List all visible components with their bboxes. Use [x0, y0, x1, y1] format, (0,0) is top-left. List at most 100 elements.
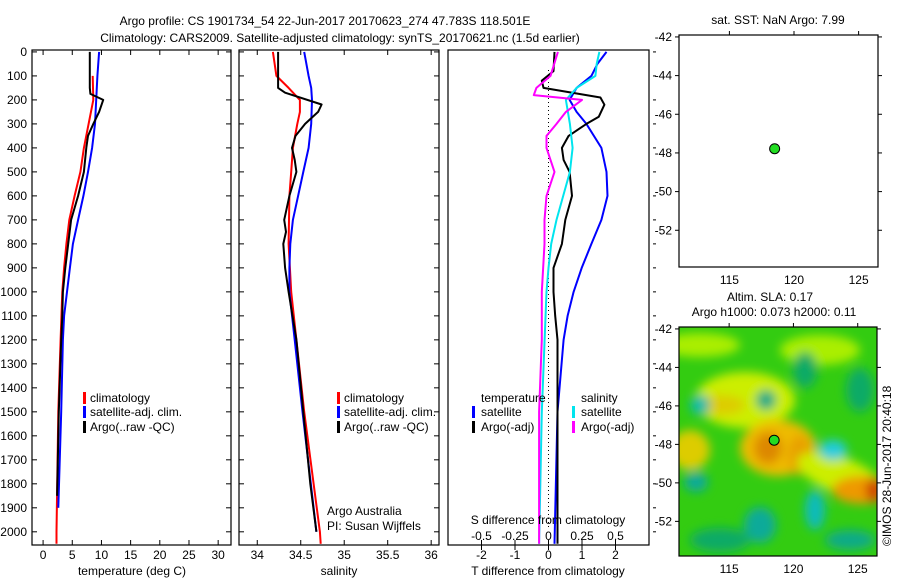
x-tick-label: 35	[338, 548, 352, 562]
lat-tick-label: -50	[655, 476, 673, 490]
y-tick-label: 900	[7, 261, 27, 275]
lon-tick-label: 115	[720, 273, 739, 287]
legend-label: climatology	[90, 391, 150, 405]
legend-label: satellite	[581, 405, 622, 419]
legend-marker-argo	[83, 421, 86, 433]
series-line-satellite-adj-clim-	[57, 51, 101, 508]
y-tick-label: 1400	[0, 381, 27, 395]
x2-tick-label: 0.5	[607, 529, 624, 543]
lat-tick-label: -42	[655, 30, 673, 44]
title-line-1: Argo profile: CS 1901734_54 22-Jun-2017 …	[120, 14, 531, 28]
x-tick-label: 35.5	[376, 548, 400, 562]
x-tick-label: 30	[211, 548, 225, 562]
legend-label: Argo(..raw -QC)	[344, 420, 429, 434]
panel-frame	[238, 49, 440, 546]
x-tick-label: 5	[69, 548, 76, 562]
y-tick-label: 2000	[0, 525, 27, 539]
difference-panel: -2 -1 0 1 2 -0.5 -0.25 0 0.25 0.5	[447, 49, 656, 562]
map-frame	[678, 326, 878, 557]
x-tick-label: 25	[182, 548, 196, 562]
y-tick-label: 1900	[0, 501, 27, 515]
x2-tick-label: -0.25	[501, 529, 529, 543]
temperature-legend: climatology satellite-adj. clim. Argo(..…	[83, 391, 182, 434]
legend-marker-s-argo	[572, 421, 575, 433]
legend-label: Argo(-adj)	[581, 420, 634, 434]
y-tick-label: 1300	[0, 357, 27, 371]
lat-tick-label: -50	[655, 185, 673, 199]
x2-axis-label-s-difference: S difference from climatology	[471, 513, 626, 527]
series-line-t-satellite	[553, 51, 609, 544]
sla-map-title-1: Altim. SLA: 0.17	[727, 290, 813, 304]
annotation-pi: PI: Susan Wijffels	[327, 519, 421, 533]
annotation-argo-australia: Argo Australia	[327, 504, 402, 518]
lat-tick-label: -44	[655, 360, 673, 374]
lon-tick-label: 115	[720, 562, 739, 576]
sla-map-title-2: Argo h1000: 0.073 h2000: 0.11	[692, 305, 857, 319]
y-tick-label: 300	[7, 117, 27, 131]
lon-tick-label: 125	[849, 273, 869, 287]
legend-label: satellite	[481, 405, 522, 419]
legend-label: Argo(-adj)	[481, 420, 534, 434]
legend-label: Argo(..raw -QC)	[90, 420, 175, 434]
series-line-s-satellite	[538, 51, 601, 544]
legend-marker-climatology	[337, 392, 340, 404]
series-line-satellite-adj-clim-	[288, 51, 318, 532]
heatmap-field	[679, 333, 877, 552]
imos-credit: ©IMOS 28-Jun-2017 20:40:18	[880, 385, 894, 546]
legend-marker-t-satellite	[472, 406, 475, 418]
series-line-argo-raw-qc-	[56, 51, 105, 496]
x-tick-label: 15	[124, 548, 138, 562]
x-tick-label: 0	[40, 548, 47, 562]
lat-tick-label: -52	[655, 223, 673, 237]
y-tick-label: 100	[7, 69, 27, 83]
salinity-legend: climatology satellite-adj. clim. Argo(..…	[327, 391, 436, 533]
lat-tick-label: -46	[655, 107, 673, 121]
legend-label: climatology	[344, 391, 404, 405]
y-tick-label: 700	[7, 213, 27, 227]
sst-map-title: sat. SST: NaN Argo: 7.99	[711, 13, 845, 27]
y-tick-label: 400	[7, 141, 27, 155]
argo-float-position-marker	[769, 143, 781, 155]
x-tick-label: -1	[510, 548, 521, 562]
lat-tick-label: -46	[655, 399, 673, 413]
y-tick-label: 1500	[0, 405, 27, 419]
y-tick-label: 1700	[0, 453, 27, 467]
y-tick-label: 600	[7, 189, 27, 203]
argo-float-position-marker	[768, 434, 780, 446]
title-line-2: Climatology: CARS2009. Satellite-adjuste…	[100, 31, 580, 45]
legend-header-salinity: salinity	[581, 391, 618, 405]
series-line-s-argo-adj-	[532, 51, 583, 544]
x-tick-label: 0	[545, 548, 552, 562]
x-tick-label: 20	[153, 548, 167, 562]
legend-marker-climatology	[83, 392, 86, 404]
y-tick-label: 0	[20, 45, 27, 59]
legend-marker-s-satellite	[572, 406, 575, 418]
sla-map: 115 120 125 -42 -44 -46 -48 -50 -52	[655, 322, 881, 576]
y-tick-label: 1200	[0, 333, 27, 347]
y-tick-label: 1600	[0, 429, 27, 443]
sst-map: 115 120 125 -42 -44 -46 -48 -50 -52	[655, 30, 882, 287]
series-line-argo-raw-qc-	[277, 51, 323, 532]
y-tick-label: 500	[7, 165, 27, 179]
series-line-climatology	[271, 51, 322, 544]
x-axis-label-salinity: salinity	[321, 564, 358, 578]
legend-header-temperature: temperature	[481, 391, 546, 405]
y-tick-label: 800	[7, 237, 27, 251]
lon-tick-label: 120	[783, 562, 803, 576]
lat-tick-label: -44	[655, 69, 673, 83]
x-axis-label-temperature: temperature (deg C)	[78, 564, 186, 578]
legend-label: satellite-adj. clim.	[90, 405, 182, 419]
panel-frame	[31, 49, 232, 546]
x2-tick-label: 0	[545, 529, 552, 543]
salinity-panel: 34 34.5 35 35.5 36	[238, 49, 440, 562]
legend-marker-satellite	[83, 406, 86, 418]
x-tick-label: 10	[95, 548, 109, 562]
x-tick-label: 34	[251, 548, 265, 562]
lon-tick-label: 120	[784, 273, 804, 287]
x2-tick-label: 0.25	[570, 529, 594, 543]
lon-tick-label: 125	[848, 562, 868, 576]
x2-tick-label: -0.5	[471, 529, 492, 543]
y-tick-label: 200	[7, 93, 27, 107]
y-tick-label: 1800	[0, 477, 27, 491]
